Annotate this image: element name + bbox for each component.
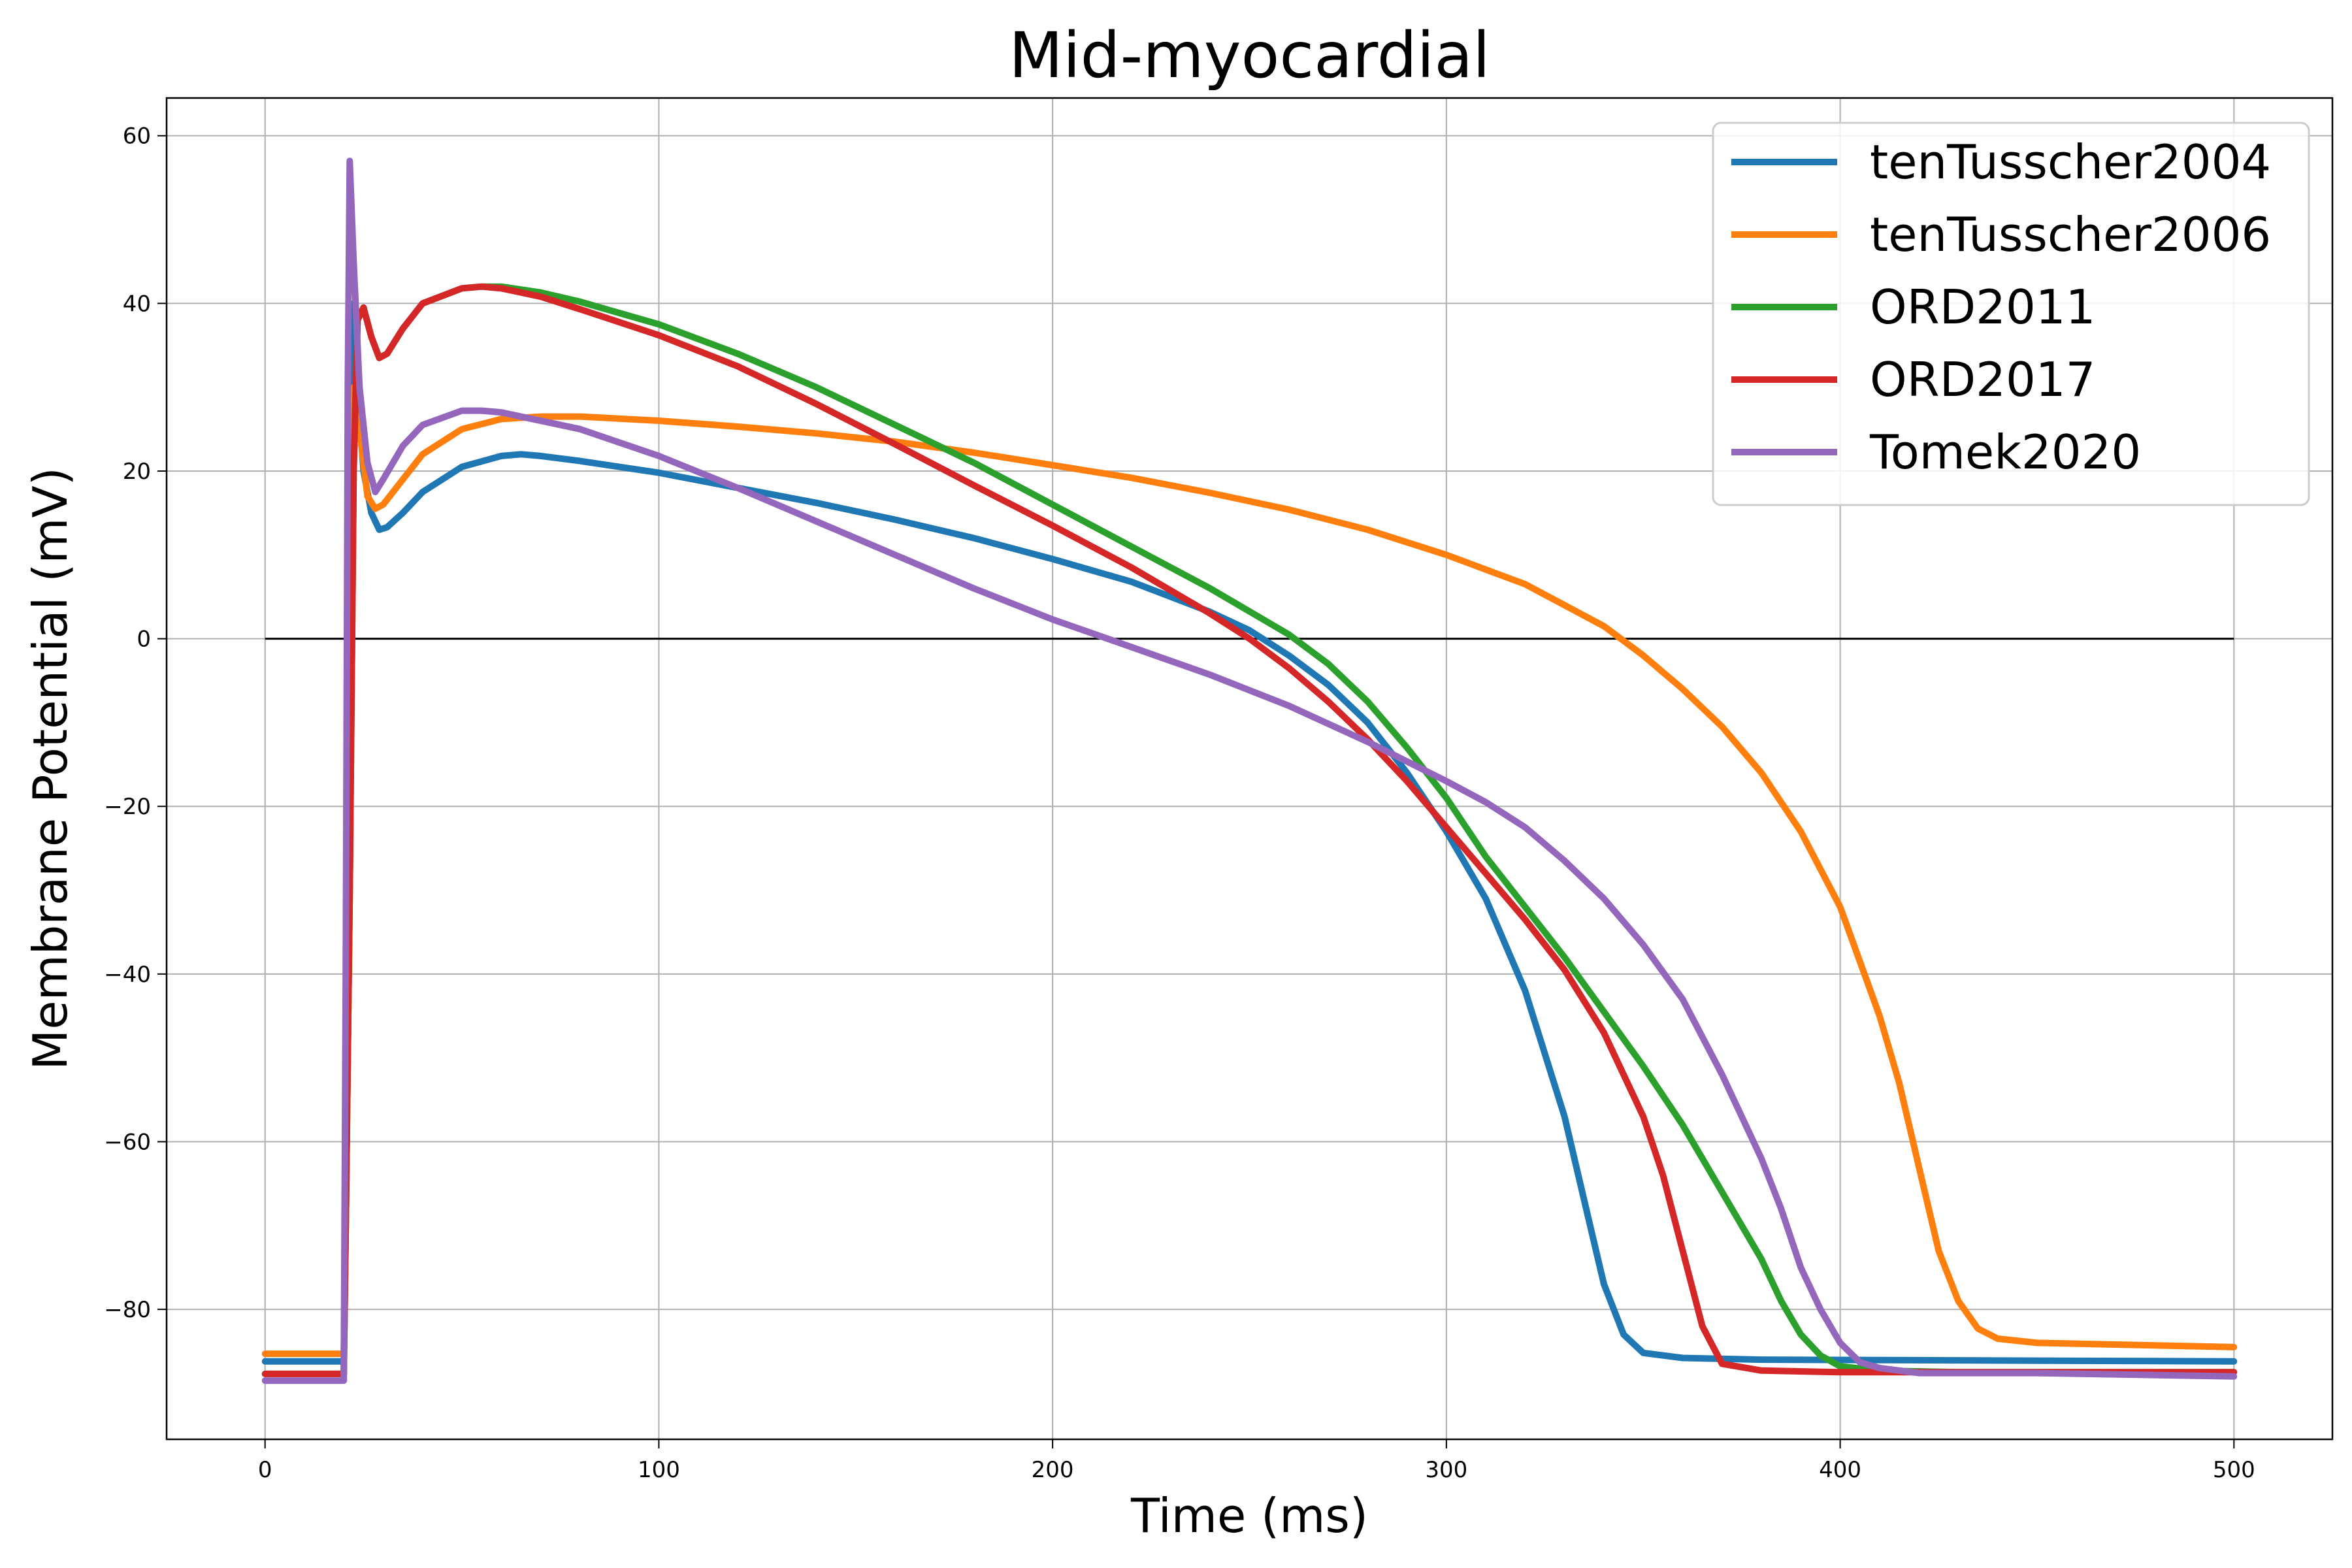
y-tick-label: −40 [104,962,151,988]
legend-label-tenTusscher2006: tenTusscher2006 [1870,207,2271,262]
axis-ticks: 0 100 200 300 400 500 −80 −60 −40 −20 0 20 40 60 [104,123,2255,1483]
x-tick-label: 500 [2213,1457,2255,1483]
y-tick-label: 20 [123,459,151,485]
legend-label-ORD2017: ORD2017 [1870,352,2095,407]
series-line-Tomek2020 [261,157,2238,1384]
x-tick-label: 100 [638,1457,680,1483]
series-line-ORD2017 [261,283,2238,1377]
plot-area-frame [165,97,2334,1441]
y-tick-label: 0 [137,627,151,653]
legend-box [1712,122,2310,506]
series-line-tenTusscher2006 [261,384,2238,1358]
legend-label-tenTusscher2004: tenTusscher2004 [1870,135,2271,189]
x-axis-label: Time (ms) [1130,1488,1368,1543]
x-tick-label: 400 [1819,1457,1861,1483]
x-tick-label: 0 [258,1457,272,1483]
x-tick-label: 300 [1425,1457,1467,1483]
series-lines [261,157,2238,1384]
x-tick-label: 200 [1032,1457,1074,1483]
legend: tenTusscher2004 tenTusscher2006 ORD2011 ORD… [1712,122,2310,506]
y-tick-label: −80 [104,1297,151,1323]
chart-title: Mid-myocardial [1009,19,1490,92]
y-axis-label: Membrane Potential (mV) [23,467,78,1070]
y-tick-label: −20 [104,794,151,820]
y-tick-label: 40 [123,291,151,317]
legend-label-Tomek2020: Tomek2020 [1869,425,2141,480]
y-tick-label: 60 [123,123,151,150]
y-tick-label: −60 [104,1129,151,1155]
legend-label-ORD2011: ORD2011 [1870,280,2095,335]
